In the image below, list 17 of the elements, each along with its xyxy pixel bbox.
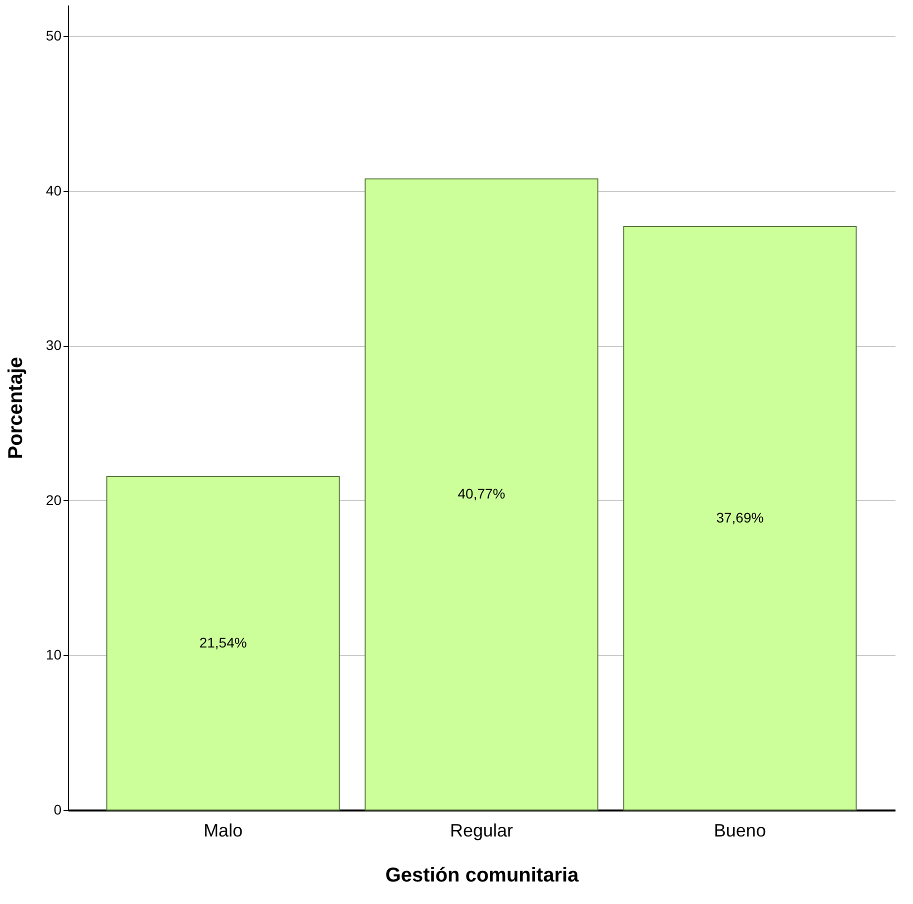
bar	[106, 476, 340, 810]
y-tick-label: 10	[46, 646, 62, 663]
bar	[623, 226, 857, 810]
bar	[364, 178, 598, 810]
data-label: 21,54%	[199, 634, 247, 650]
y-axis-title: Porcentaje	[4, 356, 27, 460]
x-tick-label: Bueno	[714, 820, 766, 840]
y-tick-label: 30	[46, 337, 62, 354]
x-tick-label: Regular	[450, 820, 514, 840]
y-tick-label: 20	[46, 492, 62, 508]
y-tick-label: 40	[46, 182, 62, 198]
data-label: 37,69%	[716, 509, 764, 526]
data-label: 40,77%	[458, 485, 506, 502]
x-axis-title: Gestión comunitaria	[385, 864, 580, 886]
x-tick-label: Malo	[204, 820, 243, 840]
y-tick-label: 50	[46, 27, 62, 44]
y-tick-label: 0	[54, 802, 62, 818]
